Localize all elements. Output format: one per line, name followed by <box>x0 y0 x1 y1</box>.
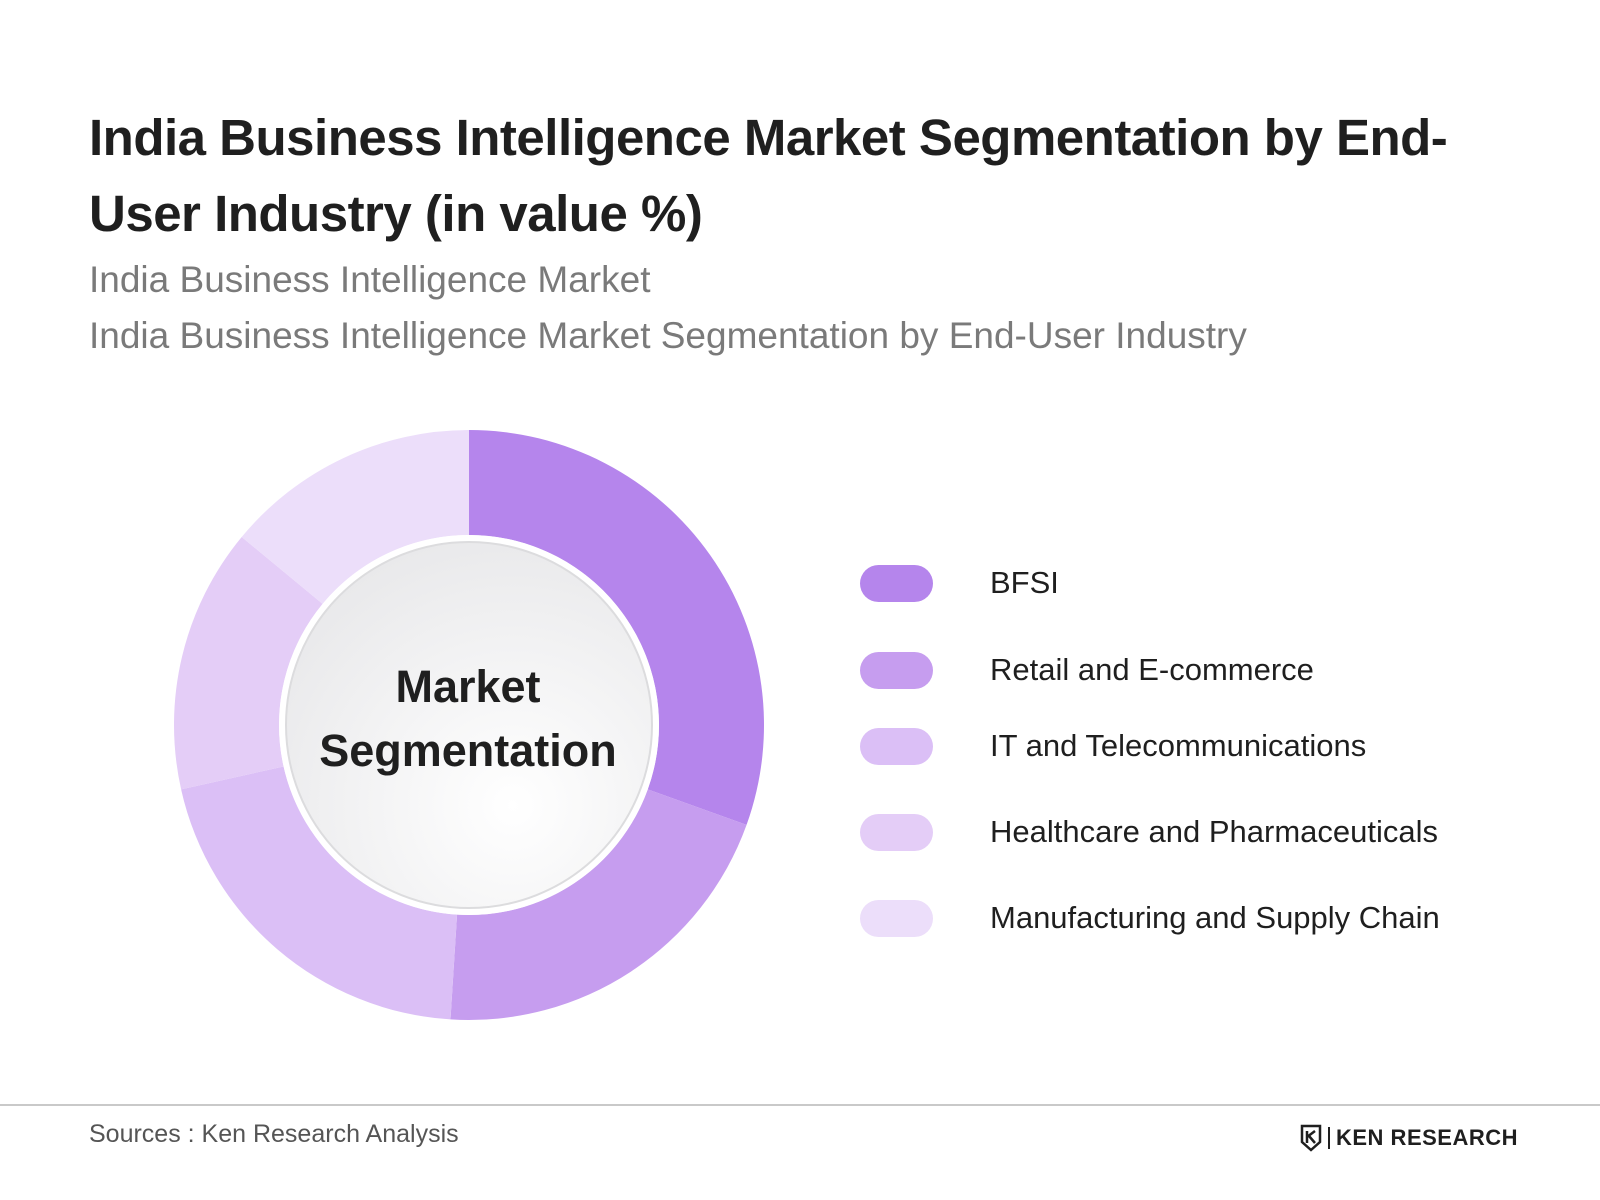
slice-it-and-telecommunications <box>181 766 458 1020</box>
donut-slices <box>174 430 764 1020</box>
slice-healthcare-and-pharmaceuticals <box>174 536 323 790</box>
center-label: Market Segmentation <box>278 655 658 783</box>
slice-retail-and-e-commerce <box>450 789 747 1020</box>
slice-manufacturing-and-supply-chain <box>241 430 469 604</box>
center-label-line-2: Segmentation <box>319 725 617 776</box>
chart-subtitle-2: India Business Intelligence Market Segme… <box>89 315 1247 356</box>
slice-bfsi <box>469 430 764 825</box>
center-disc <box>285 541 653 909</box>
chart-title: India Business Intelligence Market Segme… <box>89 109 1448 242</box>
footer-divider <box>0 1104 1600 1106</box>
brand-separator <box>1328 1127 1330 1149</box>
center-label-line-1: Market <box>395 661 541 712</box>
sources-note: Sources : Ken Research Analysis <box>89 1120 459 1148</box>
ken-research-logo-icon <box>1300 1124 1322 1152</box>
brand-name: KEN RESEARCH <box>1336 1125 1519 1150</box>
brand-logo: KEN RESEARCH <box>1300 1124 1518 1152</box>
chart-subtitle-1: India Business Intelligence Market <box>89 259 651 300</box>
